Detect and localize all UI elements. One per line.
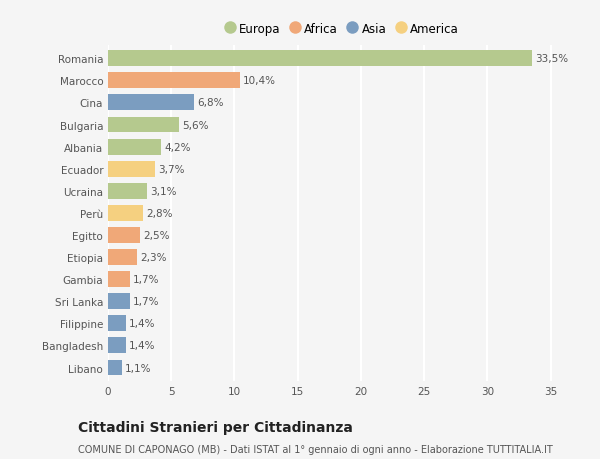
Bar: [108, 206, 143, 221]
Text: 4,2%: 4,2%: [164, 142, 191, 152]
Text: 2,3%: 2,3%: [140, 252, 167, 263]
Bar: [108, 250, 137, 265]
Text: 2,5%: 2,5%: [143, 230, 169, 241]
Bar: [108, 73, 239, 89]
Bar: [108, 95, 194, 111]
Bar: [108, 184, 147, 199]
Text: 33,5%: 33,5%: [535, 54, 568, 64]
Text: 5,6%: 5,6%: [182, 120, 208, 130]
Text: 10,4%: 10,4%: [243, 76, 276, 86]
Text: 1,7%: 1,7%: [133, 274, 159, 285]
Bar: [108, 272, 130, 287]
Bar: [108, 316, 126, 331]
Text: Cittadini Stranieri per Cittadinanza: Cittadini Stranieri per Cittadinanza: [78, 420, 353, 434]
Bar: [108, 162, 155, 177]
Text: 1,4%: 1,4%: [129, 319, 155, 329]
Bar: [108, 140, 161, 155]
Text: 3,1%: 3,1%: [151, 186, 177, 196]
Text: 6,8%: 6,8%: [197, 98, 224, 108]
Bar: [108, 228, 140, 243]
Text: COMUNE DI CAPONAGO (MB) - Dati ISTAT al 1° gennaio di ogni anno - Elaborazione T: COMUNE DI CAPONAGO (MB) - Dati ISTAT al …: [78, 444, 553, 454]
Text: 2,8%: 2,8%: [146, 208, 173, 218]
Bar: [108, 294, 130, 309]
Text: 1,7%: 1,7%: [133, 297, 159, 307]
Bar: [108, 118, 179, 133]
Text: 3,7%: 3,7%: [158, 164, 184, 174]
Legend: Europa, Africa, Asia, America: Europa, Africa, Asia, America: [220, 18, 464, 41]
Bar: [108, 51, 532, 67]
Text: 1,1%: 1,1%: [125, 363, 152, 373]
Bar: [108, 360, 122, 375]
Text: 1,4%: 1,4%: [129, 341, 155, 351]
Bar: [108, 338, 126, 353]
